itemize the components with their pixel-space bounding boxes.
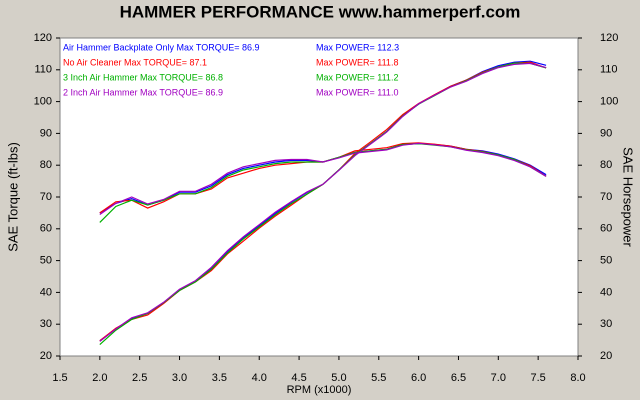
plot-area	[59, 37, 579, 357]
y-tick-label: 40	[40, 286, 52, 298]
x-tick-label: 3.0	[172, 372, 187, 384]
x-tick-label: 7.5	[531, 372, 546, 384]
x-tick-label: 5.5	[371, 372, 386, 384]
legend-entry: Max POWER= 111.0	[316, 87, 398, 97]
y-tick-label: 30	[40, 318, 52, 330]
y-tick-label: 120	[34, 32, 52, 44]
legend-entry: 2 Inch Air Hammer Max TORQUE= 86.9	[63, 87, 223, 97]
y2-tick-label: 30	[600, 318, 612, 330]
y2-tick-label: 80	[600, 159, 612, 171]
y-tick-label: 80	[40, 159, 52, 171]
y2-tick-label: 100	[600, 96, 618, 108]
x-tick-label: 7.0	[491, 372, 506, 384]
y2-tick-label: 90	[600, 127, 612, 139]
y2-axis-label: SAE Horsepower	[621, 147, 636, 247]
x-tick-label: 8.0	[570, 372, 585, 384]
x-tick-label: 4.5	[291, 372, 306, 384]
y-tick-label: 60	[40, 223, 52, 235]
y2-tick-label: 70	[600, 191, 612, 203]
series-line	[99, 62, 547, 342]
legend-entry: Max POWER= 111.2	[316, 72, 398, 82]
x-tick-label: 3.5	[212, 372, 227, 384]
y-axis-label: SAE Torque (ft-lbs)	[5, 142, 20, 252]
x-tick-label: 2.5	[132, 372, 147, 384]
y2-tick-label: 50	[600, 255, 612, 267]
x-tick-label: 4.0	[252, 372, 267, 384]
x-tick-label: 6.5	[451, 372, 466, 384]
legend-entry: Max POWER= 112.3	[316, 42, 399, 52]
y2-tick-label: 40	[600, 286, 612, 298]
y2-tick-label: 120	[600, 32, 618, 44]
legend-entry: Max POWER= 111.8	[316, 57, 398, 67]
y-tick-label: 70	[40, 191, 52, 203]
x-axis-label: RPM (x1000)	[287, 384, 352, 396]
y-tick-label: 110	[34, 64, 52, 76]
chart-title: HAMMER PERFORMANCE www.hammerperf.com	[120, 2, 521, 21]
x-tick-label: 5.0	[331, 372, 346, 384]
y-tick-label: 100	[34, 96, 52, 108]
y2-tick-label: 60	[600, 223, 612, 235]
y2-tick-label: 110	[600, 64, 618, 76]
x-tick-label: 2.0	[92, 372, 107, 384]
x-tick-label: 6.0	[411, 372, 426, 384]
legend-entry: No Air Cleaner Max TORQUE= 87.1	[63, 57, 207, 67]
x-tick-label: 1.5	[52, 372, 67, 384]
series-line	[99, 142, 547, 215]
y-tick-label: 50	[40, 255, 52, 267]
y2-tick-label: 20	[600, 350, 612, 362]
legend-entry: Air Hammer Backplate Only Max TORQUE= 86…	[63, 42, 259, 52]
y-tick-label: 90	[40, 127, 52, 139]
legend-entry: 3 Inch Air Hammer Max TORQUE= 86.8	[63, 72, 223, 82]
y-tick-label: 20	[40, 350, 52, 362]
